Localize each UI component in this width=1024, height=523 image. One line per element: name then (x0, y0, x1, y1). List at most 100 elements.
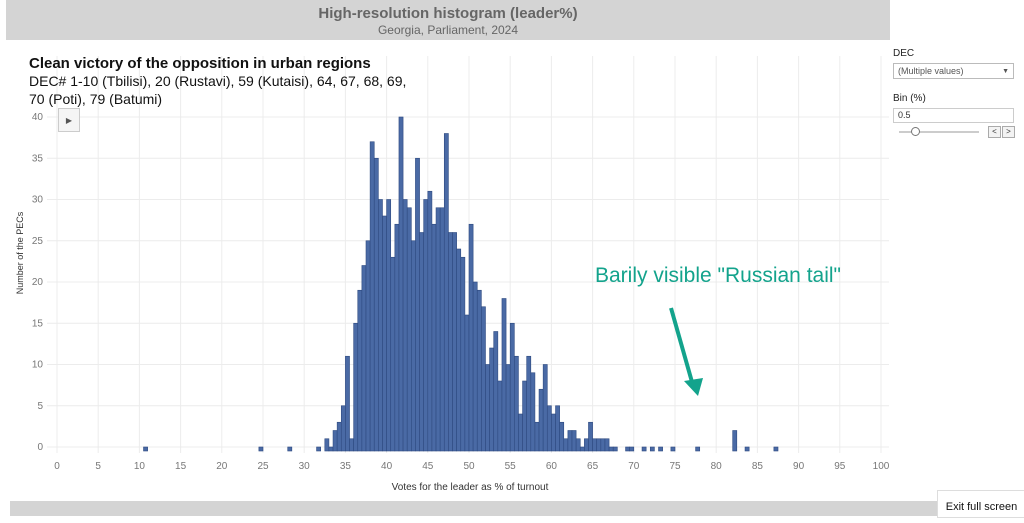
y-axis-label: Number of the PECs (15, 211, 25, 295)
histogram-bar (612, 446, 618, 452)
histogram-bar (649, 446, 655, 452)
histogram-bar (493, 331, 499, 452)
bin-slider-row: < > (893, 125, 1018, 139)
caption-title: Clean victory of the opposition in urban… (29, 55, 371, 72)
histogram-bar (575, 438, 581, 452)
histogram-bar (456, 248, 462, 452)
histogram-bar (497, 380, 503, 452)
histogram-bar (378, 199, 383, 452)
histogram-bar (357, 289, 363, 452)
histogram-bar (328, 446, 334, 452)
histogram-bar (316, 446, 321, 452)
bin-input[interactable]: 0.5 (893, 108, 1014, 123)
page-subtitle: Georgia, Parliament, 2024 (377, 23, 519, 37)
annotation-arrow-head (684, 378, 703, 396)
chevron-down-icon: ▼ (1002, 67, 1009, 75)
histogram-bar (382, 215, 387, 452)
histogram-bar (336, 421, 342, 452)
play-icon: ▶ (65, 115, 73, 125)
histogram-bar (551, 413, 556, 452)
bin-slider-track[interactable] (899, 131, 979, 133)
histogram-bar (596, 438, 602, 452)
play-button[interactable]: ▶ (58, 108, 80, 132)
x-tick-label: 80 (711, 461, 723, 472)
dec-filter-label: DEC (893, 48, 915, 59)
x-tick-label: 75 (669, 461, 681, 472)
histogram-bar (435, 207, 441, 452)
x-tick-label: 0 (54, 461, 60, 472)
y-tick-label: 25 (32, 236, 44, 247)
histogram-bar (324, 438, 330, 452)
histogram-bar (340, 405, 346, 452)
histogram-bar (542, 364, 548, 452)
x-tick-label: 5 (95, 461, 101, 472)
dec-filter-dropdown[interactable]: (Multiple values) ▼ (893, 63, 1014, 79)
histogram-bar (501, 298, 507, 452)
histogram-bar (431, 223, 437, 452)
histogram-bar (476, 289, 482, 452)
x-tick-label: 60 (546, 461, 558, 472)
y-tick-label: 15 (32, 318, 44, 329)
chevron-left-icon: < (992, 127, 997, 136)
histogram-bar (773, 446, 779, 452)
bin-decrement-button[interactable]: < (988, 126, 1001, 138)
bin-increment-button[interactable]: > (1002, 126, 1015, 138)
histogram-bar (481, 306, 486, 452)
histogram-bar (472, 281, 478, 452)
x-tick-label: 40 (381, 461, 393, 472)
histogram-bar (489, 347, 495, 452)
histogram-bar (518, 413, 523, 452)
dec-filter-value: (Multiple values) (898, 66, 964, 76)
x-tick-label: 50 (463, 461, 475, 472)
y-tick-label: 20 (32, 277, 44, 288)
histogram-bar (439, 207, 445, 452)
exit-fullscreen-button[interactable]: Exit full screen (937, 490, 1024, 518)
histogram-bar (625, 446, 630, 452)
x-tick-label: 55 (505, 461, 517, 472)
histogram-bar (406, 207, 412, 452)
histogram-bar (402, 199, 408, 452)
x-tick-label: 70 (628, 461, 640, 472)
histogram-bar (349, 438, 354, 452)
histogram-bar (579, 446, 585, 452)
histogram-bar (584, 438, 589, 452)
histogram-bar (423, 199, 429, 452)
histogram-bar (460, 256, 466, 452)
histogram-bar (592, 438, 598, 452)
histogram-bar (608, 446, 614, 452)
histogram-bar (514, 355, 519, 452)
histogram-bar (332, 430, 338, 452)
histogram-bar (600, 438, 606, 452)
histogram-bar (567, 430, 573, 452)
x-tick-label: 85 (752, 461, 764, 472)
chart-caption: Clean victory of the opposition in urban… (29, 55, 409, 108)
histogram-bar (369, 141, 375, 452)
y-tick-label: 0 (37, 442, 43, 453)
histogram-bar (394, 223, 400, 452)
histogram-bar (695, 446, 701, 452)
histogram-bar (530, 372, 536, 452)
x-tick-label: 10 (134, 461, 146, 472)
histogram-bar (468, 223, 474, 452)
x-tick-label: 25 (257, 461, 269, 472)
bottom-bar (10, 501, 1014, 516)
histogram-bar (398, 116, 404, 452)
bin-filter-label: Bin (%) (893, 93, 926, 104)
bin-slider-thumb[interactable] (911, 127, 920, 136)
histogram-bar (464, 314, 470, 452)
x-axis-label: Votes for the leader as % of turnout (391, 482, 549, 493)
histogram-bar (559, 421, 565, 452)
histogram-bar (555, 405, 560, 452)
histogram-bar (419, 232, 424, 452)
histogram-bar (448, 232, 453, 452)
y-tick-label: 5 (37, 401, 43, 412)
page-title: High-resolution histogram (leader%) (318, 5, 578, 22)
histogram-bar (604, 438, 610, 452)
histogram-bar (563, 438, 569, 452)
filter-panel: DEC (Multiple values) ▼ Bin (%) 0.5 < > (893, 48, 1018, 139)
histogram-bar (641, 446, 647, 452)
x-tick-label: 90 (793, 461, 805, 472)
x-tick-label: 35 (340, 461, 352, 472)
histogram-bar (353, 322, 359, 452)
histogram-bar (427, 190, 433, 452)
